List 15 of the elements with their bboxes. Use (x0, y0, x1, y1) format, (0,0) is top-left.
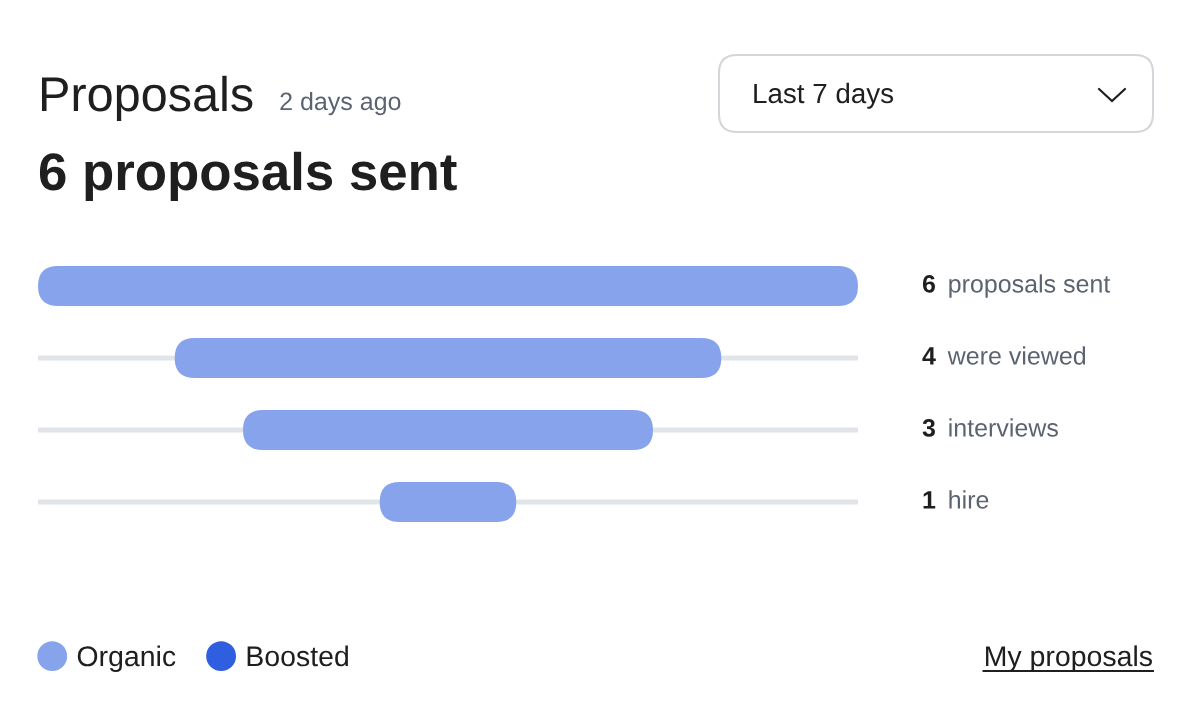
category-label: interviews (949, 418, 1058, 437)
legend-label: Boosted (247, 645, 348, 667)
legend-label: Organic (77, 645, 176, 672)
text: Last 7 days (754, 82, 894, 109)
data-label: 1 (923, 491, 936, 509)
category-label: hire (949, 490, 989, 509)
text: 2 days ago (280, 91, 401, 116)
data-label: 6 (922, 275, 935, 293)
category-label: proposals sent (949, 274, 1111, 298)
category-label: were viewed (947, 346, 1086, 365)
data-label: 3 (922, 419, 935, 437)
text: 6 proposals sent (39, 151, 457, 201)
text: Proposals (41, 75, 253, 122)
data-label: 4 (922, 347, 936, 365)
text: My proposals (986, 645, 1152, 672)
